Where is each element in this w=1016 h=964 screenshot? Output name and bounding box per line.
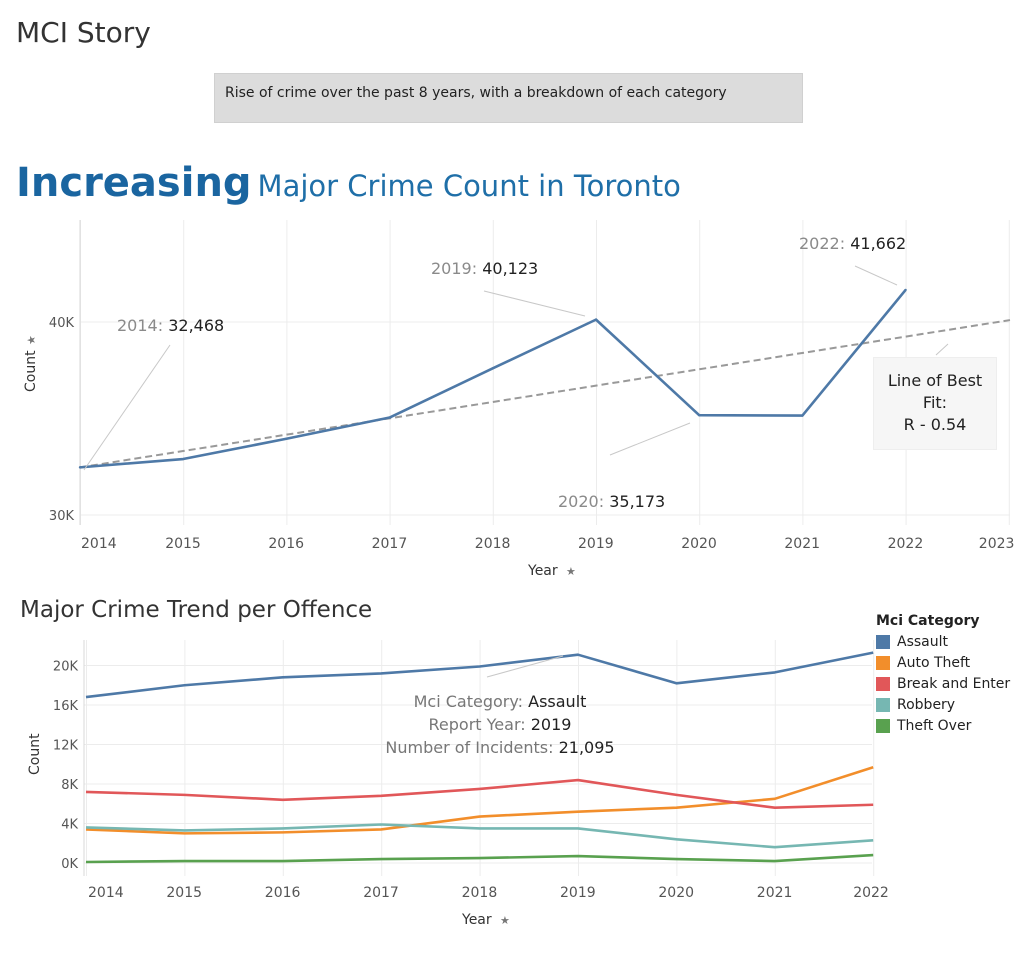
- data-point: [801, 414, 804, 417]
- headline: Increasing Major Crime Count in Toronto: [16, 160, 681, 206]
- legend-item[interactable]: Assault: [876, 631, 1010, 652]
- legend-swatch: [876, 697, 890, 712]
- legend-swatch: [876, 718, 890, 733]
- x-tick-label: 2021: [757, 885, 793, 901]
- legend-swatch: [876, 676, 890, 691]
- legend-swatch: [876, 655, 890, 670]
- annotation-leader: [483, 290, 586, 317]
- y-tick-label: 16K: [53, 699, 79, 714]
- tooltip-row-year: Report Year: 2019: [428, 715, 572, 734]
- headline-rest: Major Crime Count in Toronto: [257, 169, 681, 203]
- series-line-assault: [85, 651, 874, 699]
- x-tick-label: 2021: [784, 536, 820, 552]
- annotation-leader: [609, 422, 691, 456]
- x-tick-label: 2020: [681, 536, 717, 552]
- best-fit-line3: R - 0.54: [903, 415, 967, 434]
- trend-line: [79, 319, 1011, 469]
- best-fit-line1: Line of Best: [887, 371, 983, 390]
- x-axis-title: Year: [461, 912, 492, 928]
- annotation-label: 2022: 41,662: [799, 234, 906, 253]
- legend-label: Theft Over: [897, 717, 972, 734]
- chart-tooltip: Mci Category: Assault Report Year: 2019 …: [344, 690, 656, 759]
- tooltip-row-category: Mci Category: Assault: [413, 692, 587, 711]
- x-tick-label: 2019: [560, 885, 596, 901]
- x-tick-label: 2022: [853, 885, 889, 901]
- caption-box: Rise of crime over the past 8 years, wit…: [214, 73, 803, 123]
- annotation-leader: [83, 344, 171, 471]
- x-tick-label: 2022: [888, 536, 924, 552]
- legend-item[interactable]: Robbery: [876, 694, 1010, 715]
- x-tick-label: 2016: [268, 536, 304, 552]
- legend-item[interactable]: Auto Theft: [876, 652, 1010, 673]
- annotation-leader: [854, 265, 898, 286]
- data-point: [388, 416, 391, 419]
- data-point: [285, 437, 288, 440]
- y-tick-label: 4K: [61, 818, 78, 833]
- headline-emphasis: Increasing: [16, 160, 252, 206]
- y-tick-label: 30K: [49, 509, 75, 524]
- offence-chart-title: Major Crime Trend per Offence: [20, 597, 373, 623]
- x-tick-label: 2018: [462, 885, 498, 901]
- legend-label: Auto Theft: [897, 654, 971, 671]
- x-tick-label: 2019: [578, 536, 614, 552]
- series-line-robbery: [85, 823, 874, 849]
- tooltip-row-incidents: Number of Incidents: 21,095: [385, 738, 615, 757]
- annotation-label: 2019: 40,123: [431, 259, 538, 278]
- y-axis-title: Count: [27, 733, 43, 775]
- data-point: [491, 367, 494, 370]
- y-tick-label: 20K: [53, 660, 79, 675]
- best-fit-leader: [935, 343, 949, 356]
- best-fit-box: Line of Best Fit: R - 0.54: [873, 357, 997, 450]
- x-tick-label: 2014: [81, 536, 117, 552]
- pin-icon: ★: [500, 914, 510, 927]
- annotation-label: 2020: 35,173: [558, 492, 665, 511]
- y-axis-title: Count: [23, 350, 39, 392]
- x-tick-label: 2015: [165, 536, 201, 552]
- pin-icon: ★: [566, 565, 576, 578]
- x-tick-label: 2023: [979, 536, 1015, 552]
- data-point: [698, 413, 701, 417]
- series-line-break-and-enter: [85, 778, 874, 810]
- legend: Mci Category Assault Auto Theft Break and …: [876, 613, 1010, 736]
- legend-label: Assault: [897, 633, 948, 650]
- series-line-theft-over: [85, 853, 874, 864]
- caption-text: Rise of crime over the past 8 years, wit…: [225, 85, 727, 101]
- data-point: [594, 318, 598, 321]
- y-tick-label: 12K: [53, 739, 79, 754]
- x-tick-label: 2018: [475, 536, 511, 552]
- x-tick-label: 2016: [265, 885, 301, 901]
- pin-icon: ★: [25, 335, 38, 345]
- data-point: [182, 457, 185, 461]
- tooltip-leader: [486, 655, 564, 678]
- x-tick-label: 2014: [88, 885, 124, 901]
- x-axis-title: Year: [527, 563, 558, 579]
- data-point: [904, 288, 907, 292]
- x-tick-label: 2017: [372, 536, 408, 552]
- data-point: [78, 466, 82, 469]
- best-fit-line2: Fit:: [922, 393, 948, 412]
- annotation-label: 2014: 32,468: [117, 316, 224, 335]
- x-tick-label: 2015: [166, 885, 202, 901]
- legend-label: Robbery: [897, 696, 956, 713]
- story-title: MCI Story: [16, 16, 151, 49]
- y-tick-label: 0K: [61, 857, 78, 872]
- y-tick-label: 8K: [61, 778, 78, 793]
- legend-item[interactable]: Break and Enter: [876, 673, 1010, 694]
- legend-title: Mci Category: [876, 613, 980, 629]
- legend-item[interactable]: Theft Over: [876, 715, 1010, 736]
- x-tick-label: 2020: [658, 885, 694, 901]
- legend-swatch: [876, 634, 890, 649]
- series-line-auto-theft: [85, 765, 874, 835]
- legend-label: Break and Enter: [897, 675, 1011, 692]
- x-tick-label: 2017: [363, 885, 399, 901]
- y-tick-label: 40K: [49, 316, 75, 331]
